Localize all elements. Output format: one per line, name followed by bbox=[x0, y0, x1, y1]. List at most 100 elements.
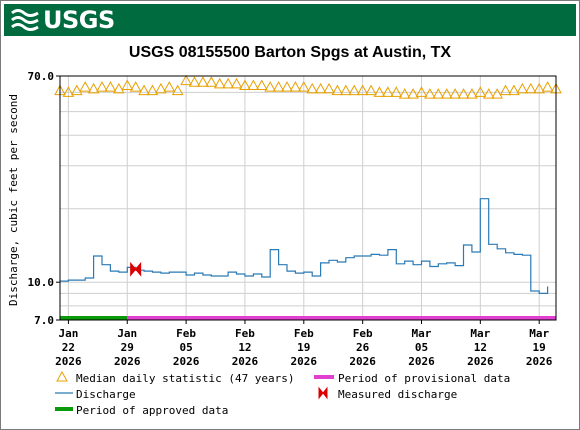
median-point bbox=[155, 82, 167, 94]
x-tick-label: Feb bbox=[353, 327, 373, 340]
x-tick-label: 2026 bbox=[526, 355, 553, 368]
median-point bbox=[499, 84, 512, 96]
median-point bbox=[339, 84, 352, 96]
median-point bbox=[398, 88, 411, 99]
plot-border bbox=[59, 75, 557, 321]
median-point bbox=[524, 82, 537, 94]
usgs-banner: USGS bbox=[4, 4, 576, 36]
median-point bbox=[213, 77, 226, 89]
x-tick-label: 19 bbox=[533, 341, 546, 354]
x-tick-label: Mar bbox=[470, 327, 490, 340]
x-tick-label: 2026 bbox=[173, 355, 200, 368]
median-point bbox=[272, 81, 285, 92]
median-point bbox=[70, 84, 83, 96]
measured-discharge-point bbox=[130, 261, 142, 277]
legend-measured-label: Measured discharge bbox=[338, 388, 457, 401]
median-point bbox=[129, 81, 142, 92]
median-point bbox=[255, 79, 268, 90]
median-point bbox=[382, 86, 394, 97]
legend-measured-symbol bbox=[318, 386, 328, 400]
median-point bbox=[432, 88, 445, 99]
median-point bbox=[239, 79, 251, 90]
usgs-logo-text: USGS bbox=[43, 6, 115, 34]
median-point bbox=[289, 81, 302, 92]
x-tick-label: Mar bbox=[529, 327, 549, 340]
median-point bbox=[491, 88, 504, 99]
x-tick-label: Feb bbox=[176, 327, 196, 340]
median-point bbox=[306, 82, 319, 94]
median-point bbox=[373, 86, 386, 97]
x-tick-label: 29 bbox=[121, 341, 134, 354]
median-point bbox=[188, 76, 201, 87]
median-point bbox=[365, 84, 377, 96]
median-point bbox=[62, 86, 75, 97]
median-point bbox=[96, 81, 108, 92]
median-point bbox=[297, 81, 310, 92]
x-tick-label: 2026 bbox=[232, 355, 259, 368]
y-tick-label: 7.0 bbox=[34, 314, 54, 327]
median-point bbox=[533, 82, 546, 94]
median-point bbox=[163, 81, 176, 92]
usgs-logo[interactable]: USGS bbox=[10, 6, 115, 34]
grid-layer bbox=[60, 75, 556, 320]
median-point bbox=[146, 84, 159, 96]
x-tick-label: 26 bbox=[356, 341, 370, 354]
x-tick-label: Jan bbox=[58, 327, 78, 340]
x-tick-label: 2026 bbox=[408, 355, 435, 368]
median-point bbox=[197, 76, 209, 87]
x-tick-label: 2026 bbox=[291, 355, 318, 368]
period-bars bbox=[60, 316, 556, 320]
discharge-series bbox=[60, 198, 549, 294]
median-point bbox=[356, 84, 369, 96]
median-point bbox=[281, 81, 293, 92]
usgs-wave-icon bbox=[11, 9, 39, 31]
x-tick-label: 05 bbox=[179, 341, 192, 354]
median-point bbox=[180, 74, 192, 86]
median-point bbox=[171, 84, 184, 96]
median-point bbox=[230, 77, 243, 89]
median-point bbox=[205, 76, 218, 87]
median-series bbox=[54, 74, 562, 99]
x-tick-label: 05 bbox=[415, 341, 428, 354]
median-point bbox=[541, 81, 554, 92]
median-point bbox=[79, 81, 92, 92]
median-point bbox=[247, 79, 260, 90]
median-point bbox=[121, 79, 134, 90]
median-point bbox=[331, 84, 344, 96]
chart-title: USGS 08155500 Barton Spgs at Austin, TX bbox=[128, 44, 452, 61]
measured-discharge-series bbox=[130, 261, 142, 277]
x-tick-label: 2026 bbox=[55, 355, 82, 368]
legend-median-label: Median daily statistic (47 years) bbox=[76, 372, 295, 385]
median-point bbox=[474, 86, 487, 97]
median-point bbox=[138, 84, 150, 96]
median-point bbox=[415, 86, 428, 97]
median-point bbox=[466, 88, 478, 99]
median-point bbox=[516, 82, 529, 94]
x-tick-label: Feb bbox=[294, 327, 314, 340]
x-tick-label: Jan bbox=[117, 327, 137, 340]
x-tick-label: 12 bbox=[238, 341, 251, 354]
y-axis-label: Discharge, cubic feet per second bbox=[7, 94, 20, 306]
x-tick-label: Feb bbox=[235, 327, 255, 340]
median-point bbox=[348, 84, 361, 96]
median-point bbox=[314, 82, 327, 94]
median-point bbox=[440, 88, 453, 99]
legend-approved-label: Period of approved data bbox=[76, 404, 228, 417]
x-tick-label: 2026 bbox=[349, 355, 376, 368]
x-tick-label: 22 bbox=[62, 341, 75, 354]
y-tick-label: 70.0 bbox=[28, 70, 55, 83]
median-point bbox=[449, 88, 461, 99]
provisional-period-bar bbox=[127, 316, 556, 320]
median-point bbox=[390, 86, 403, 97]
median-point bbox=[264, 81, 277, 92]
median-point bbox=[323, 82, 335, 94]
median-point bbox=[104, 81, 117, 92]
median-point bbox=[457, 88, 470, 99]
median-point bbox=[424, 88, 436, 99]
median-point bbox=[508, 84, 520, 96]
approved-period-bar bbox=[60, 316, 128, 320]
legend-provisional-label: Period of provisional data bbox=[338, 372, 510, 385]
legend-discharge-label: Discharge bbox=[76, 388, 136, 401]
median-point bbox=[482, 88, 495, 99]
median-point bbox=[222, 77, 234, 89]
